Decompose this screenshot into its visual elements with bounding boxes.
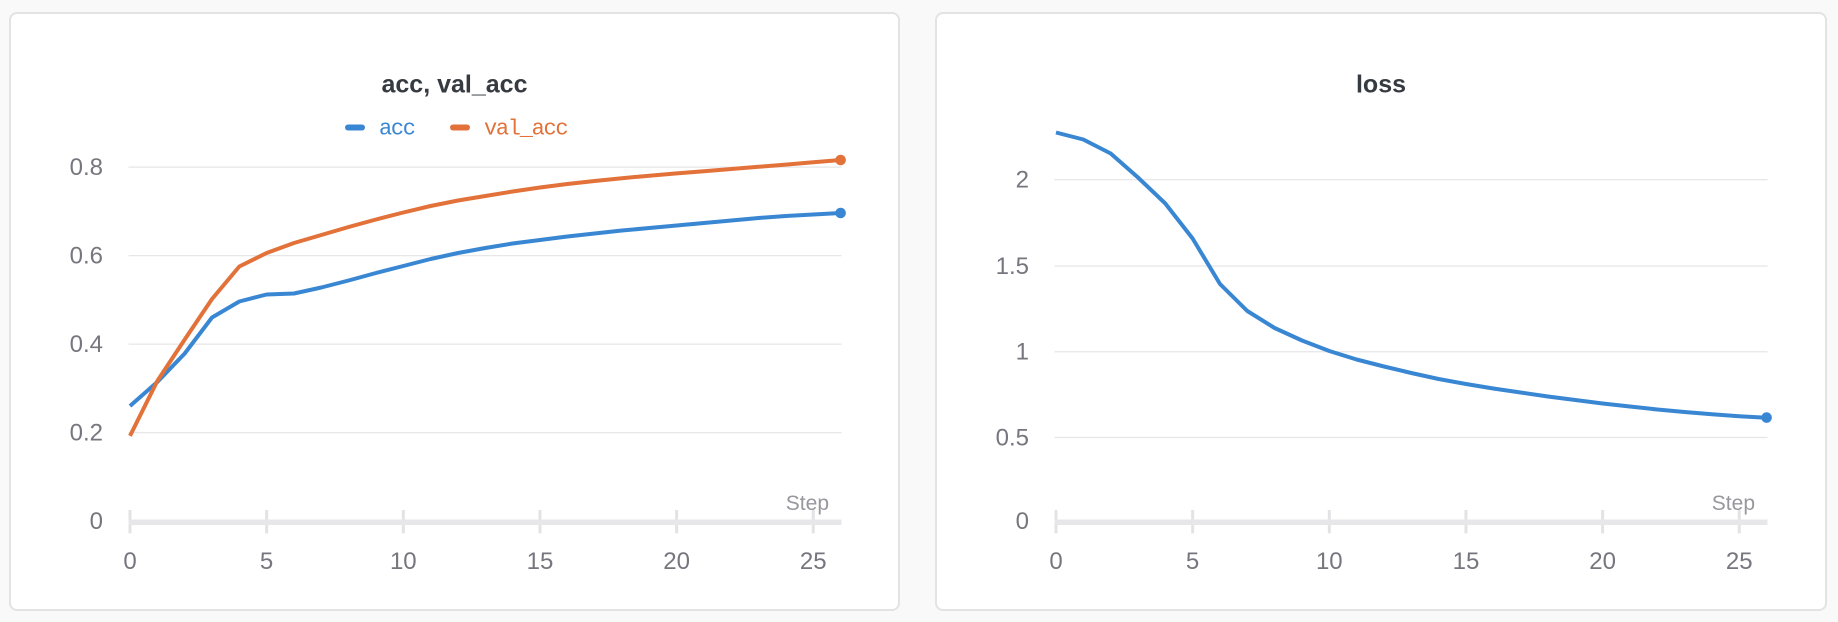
svg-text:25: 25 [1726, 548, 1753, 575]
svg-text:0.2: 0.2 [70, 420, 103, 447]
svg-text:1: 1 [1016, 339, 1029, 366]
svg-text:loss: loss [1356, 71, 1406, 99]
svg-text:0: 0 [90, 508, 103, 535]
svg-text:Step: Step [786, 492, 829, 515]
svg-text:0.6: 0.6 [70, 243, 103, 270]
svg-text:0.5: 0.5 [996, 424, 1029, 451]
svg-text:acc: acc [379, 116, 415, 141]
svg-text:0: 0 [1016, 508, 1029, 535]
svg-text:5: 5 [260, 548, 273, 575]
svg-text:20: 20 [1589, 548, 1616, 575]
svg-text:acc, val_acc: acc, val_acc [382, 71, 528, 99]
svg-text:15: 15 [527, 548, 554, 575]
svg-text:1.5: 1.5 [996, 253, 1029, 280]
svg-text:25: 25 [800, 548, 827, 575]
svg-text:0.4: 0.4 [70, 331, 103, 358]
svg-text:2: 2 [1016, 167, 1029, 194]
svg-text:10: 10 [390, 548, 417, 575]
svg-text:5: 5 [1186, 548, 1199, 575]
svg-text:val_acc: val_acc [484, 116, 567, 141]
svg-text:Step: Step [1712, 492, 1755, 515]
svg-text:0: 0 [123, 548, 136, 575]
svg-text:0.8: 0.8 [70, 154, 103, 181]
svg-text:0: 0 [1049, 548, 1062, 575]
svg-text:15: 15 [1453, 548, 1480, 575]
svg-text:10: 10 [1316, 548, 1343, 575]
svg-text:20: 20 [663, 548, 690, 575]
